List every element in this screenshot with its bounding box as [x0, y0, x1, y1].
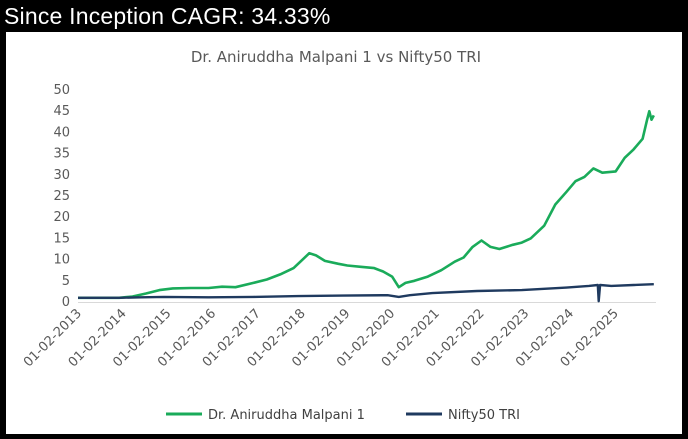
cagr-heading: Since Inception CAGR: 34.33% — [4, 3, 331, 29]
y-tick-label: 20 — [53, 210, 70, 225]
series-line-0 — [78, 109, 655, 300]
y-tick-label: 5 — [62, 274, 70, 289]
performance-chart: Dr. Aniruddha Malpani 1 vs Nifty50 TRI 0… — [21, 48, 656, 423]
y-tick-label: 50 — [53, 83, 70, 98]
header-bar: Since Inception CAGR: 34.33% — [0, 0, 688, 32]
y-tick-label: 10 — [53, 253, 70, 268]
y-tick-label: 35 — [53, 147, 70, 162]
x-axis: 01-02-201301-02-201401-02-201501-02-2016… — [21, 306, 622, 370]
series-line-1 — [78, 283, 654, 303]
y-tick-label: 0 — [62, 295, 70, 310]
series-lines — [78, 109, 655, 303]
y-tick-label: 40 — [53, 125, 70, 140]
legend-label: Nifty50 TRI — [448, 408, 520, 423]
chart-panel: Dr. Aniruddha Malpani 1 vs Nifty50 TRI 0… — [6, 32, 682, 434]
y-axis: 0 5 10 15 20 25 30 35 40 45 50 — [53, 83, 70, 310]
y-tick-label: 15 — [53, 231, 70, 246]
y-tick-label: 30 — [53, 168, 70, 183]
legend: Dr. Aniruddha Malpani 1 Nifty50 TRI — [166, 408, 520, 423]
legend-label: Dr. Aniruddha Malpani 1 — [208, 408, 365, 423]
y-tick-label: 45 — [53, 104, 70, 119]
y-tick-label: 25 — [53, 189, 70, 204]
chart-title: Dr. Aniruddha Malpani 1 vs Nifty50 TRI — [191, 48, 481, 66]
